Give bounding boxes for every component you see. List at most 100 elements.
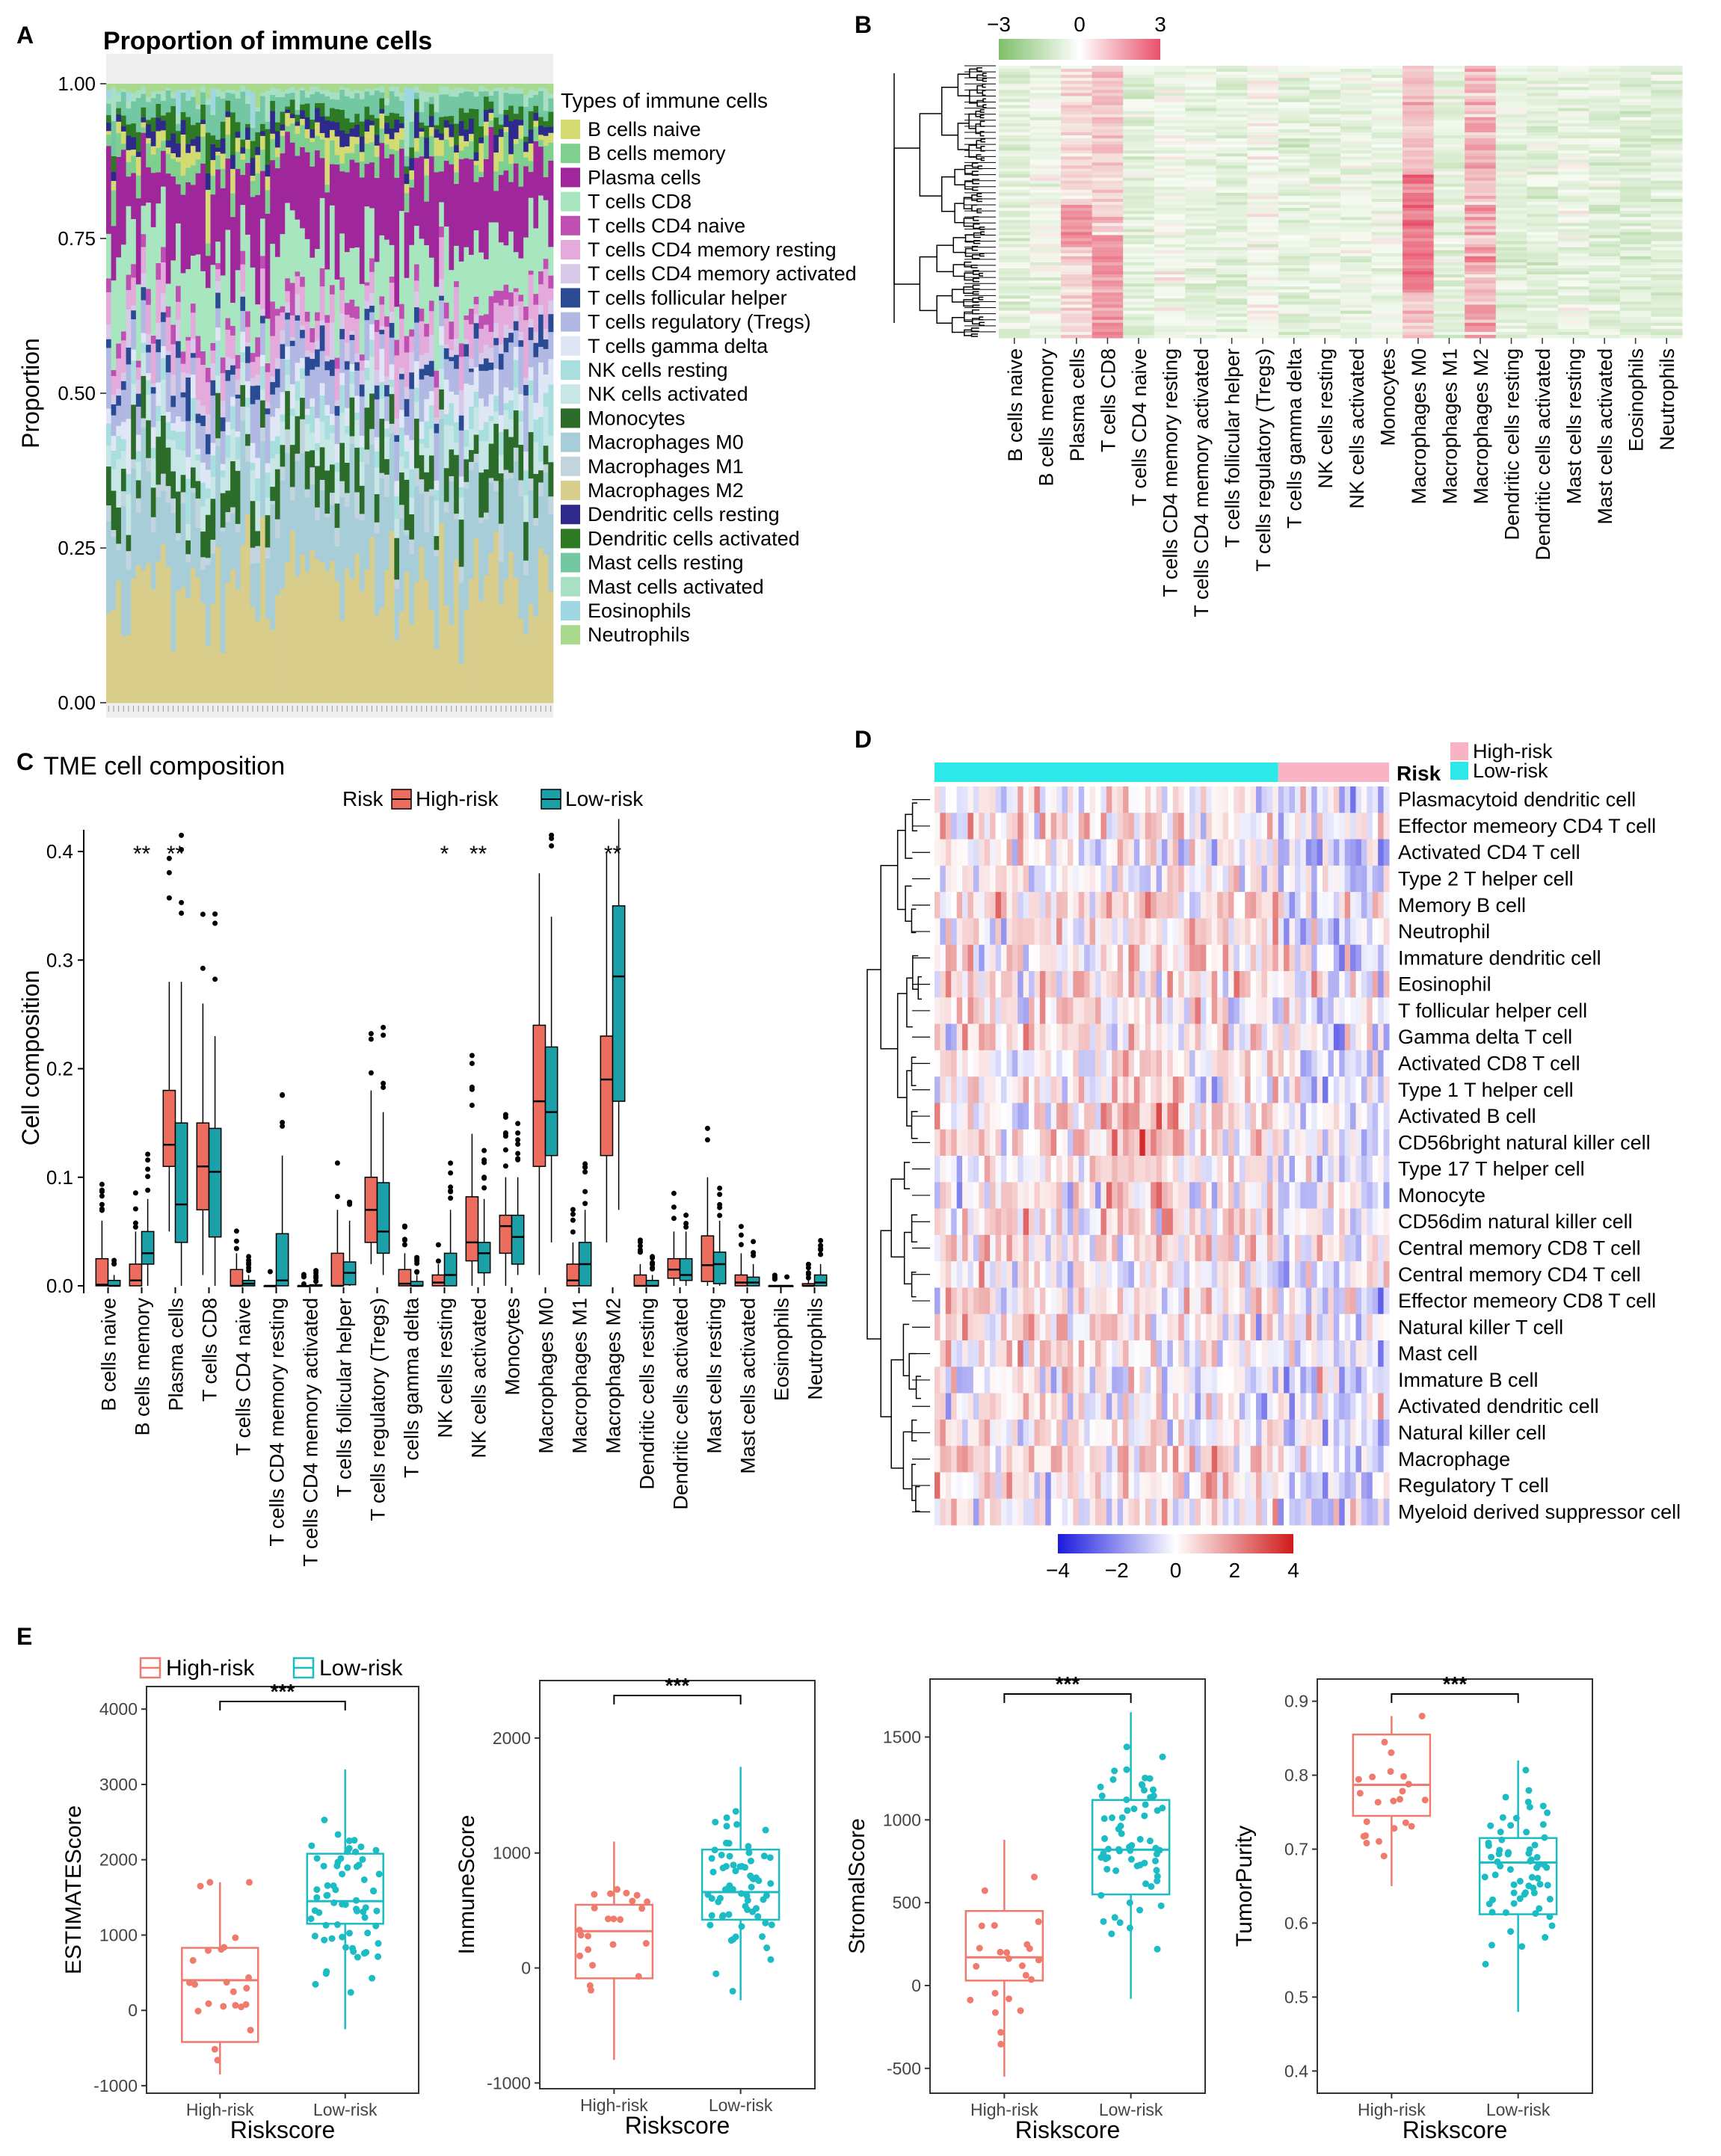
outlier-point [99,1187,105,1193]
stack-segment [111,537,117,610]
heatmap-cell [999,295,1031,299]
heatmap-cell [1340,129,1373,133]
heatmap-cell [1433,292,1465,296]
stack-segment [399,318,405,369]
heatmap-cell [1651,325,1683,330]
heatmap-cell [1527,202,1559,206]
heatmap-cell [1185,87,1217,90]
stack-segment [394,339,400,356]
heatmap-cell [1029,265,1062,269]
stack-segment [528,318,534,328]
stack-segment [304,414,310,424]
heatmap-cell [1557,120,1589,124]
stack-segment [200,569,206,603]
heatmap-cell [1340,96,1373,99]
heatmap-cell [1278,277,1310,281]
stack-segment [259,255,266,269]
heatmap-cell [1000,865,1007,893]
heatmap-cell [1589,217,1621,221]
heatmap-cell [1433,220,1465,224]
stack-segment [200,86,206,93]
heatmap-cell [1527,226,1559,230]
heatmap-cell [1403,147,1435,151]
heatmap-cell [1371,72,1403,76]
heatmap-cell [1433,232,1465,235]
heatmap-cell [1278,786,1284,813]
stack-segment [389,282,395,312]
stack-segment [409,244,415,330]
stack-segment [324,90,330,96]
stack-segment [508,472,514,478]
heatmap-cell [1465,78,1497,81]
heatmap-cell [1247,66,1279,70]
stack-segment [265,176,271,191]
heatmap-cell [1651,316,1683,321]
heatmap-cell [1123,177,1155,182]
heatmap-cell [1247,177,1279,182]
heatmap-cell [1278,865,1284,893]
heatmap-cell [1403,114,1435,118]
heatmap-cell [1557,198,1589,203]
heatmap-cell [1651,223,1683,227]
heatmap-cell [1372,813,1379,840]
stack-segment [280,90,286,98]
heatmap-cell [1154,177,1186,182]
heatmap-cell [1589,316,1621,321]
heatmap-cell [1247,126,1279,130]
stack-segment [533,473,539,518]
heatmap-cell [1495,159,1527,163]
stack-segment [483,440,490,469]
stack-segment [185,478,191,525]
heatmap-cell [999,241,1031,245]
stack-segment [538,416,544,462]
stack-segment [220,98,226,122]
heatmap-cell [1247,147,1279,151]
stack-segment [478,137,484,144]
stack-segment [369,312,375,324]
stack-segment [483,469,490,513]
heatmap-cell [1309,123,1341,127]
x-tick-label: T cells CD4 naive [233,1298,255,1456]
x-tick-label: NK cells resting [434,1298,457,1438]
heatmap-cell [1245,865,1252,893]
heatmap-cell [1061,259,1093,263]
heatmap-cell [1061,307,1093,312]
stack-segment [185,117,191,144]
heatmap-cell [1092,171,1124,176]
stack-segment [289,408,295,416]
heatmap-cell [1029,120,1062,124]
heatmap-cell [1272,813,1279,840]
legend-swatch [561,264,580,284]
stack-segment [503,84,509,90]
heatmap-cell [1247,138,1279,142]
stack-segment [469,133,475,141]
stack-segment [349,578,355,703]
stack-segment [185,420,191,458]
heatmap-cell [1371,304,1403,309]
box [499,1214,513,1254]
outlier-point [145,1166,151,1172]
stack-segment [458,389,464,416]
heatmap-cell [1050,813,1057,840]
stack-segment [315,102,321,108]
heatmap-cell [1589,138,1621,142]
heatmap-cell [1651,177,1683,182]
x-tick-label: T cells gamma delta [401,1297,423,1478]
stack-segment [399,409,405,428]
stack-segment [334,155,340,165]
heatmap-cell [1340,259,1373,263]
heatmap-cell [1557,177,1589,182]
stack-segment [176,223,182,286]
heatmap-cell [1619,292,1651,296]
heatmap-cell [1433,325,1465,330]
heatmap-cell [1029,144,1062,148]
heatmap-cell [1216,162,1248,166]
stack-segment [190,398,196,421]
heatmap-cell [1371,331,1403,336]
stack-segment [409,84,415,89]
heatmap-cell [999,250,1031,254]
heatmap-cell [1340,220,1373,224]
stack-segment [488,347,494,363]
stack-segment [250,175,256,182]
